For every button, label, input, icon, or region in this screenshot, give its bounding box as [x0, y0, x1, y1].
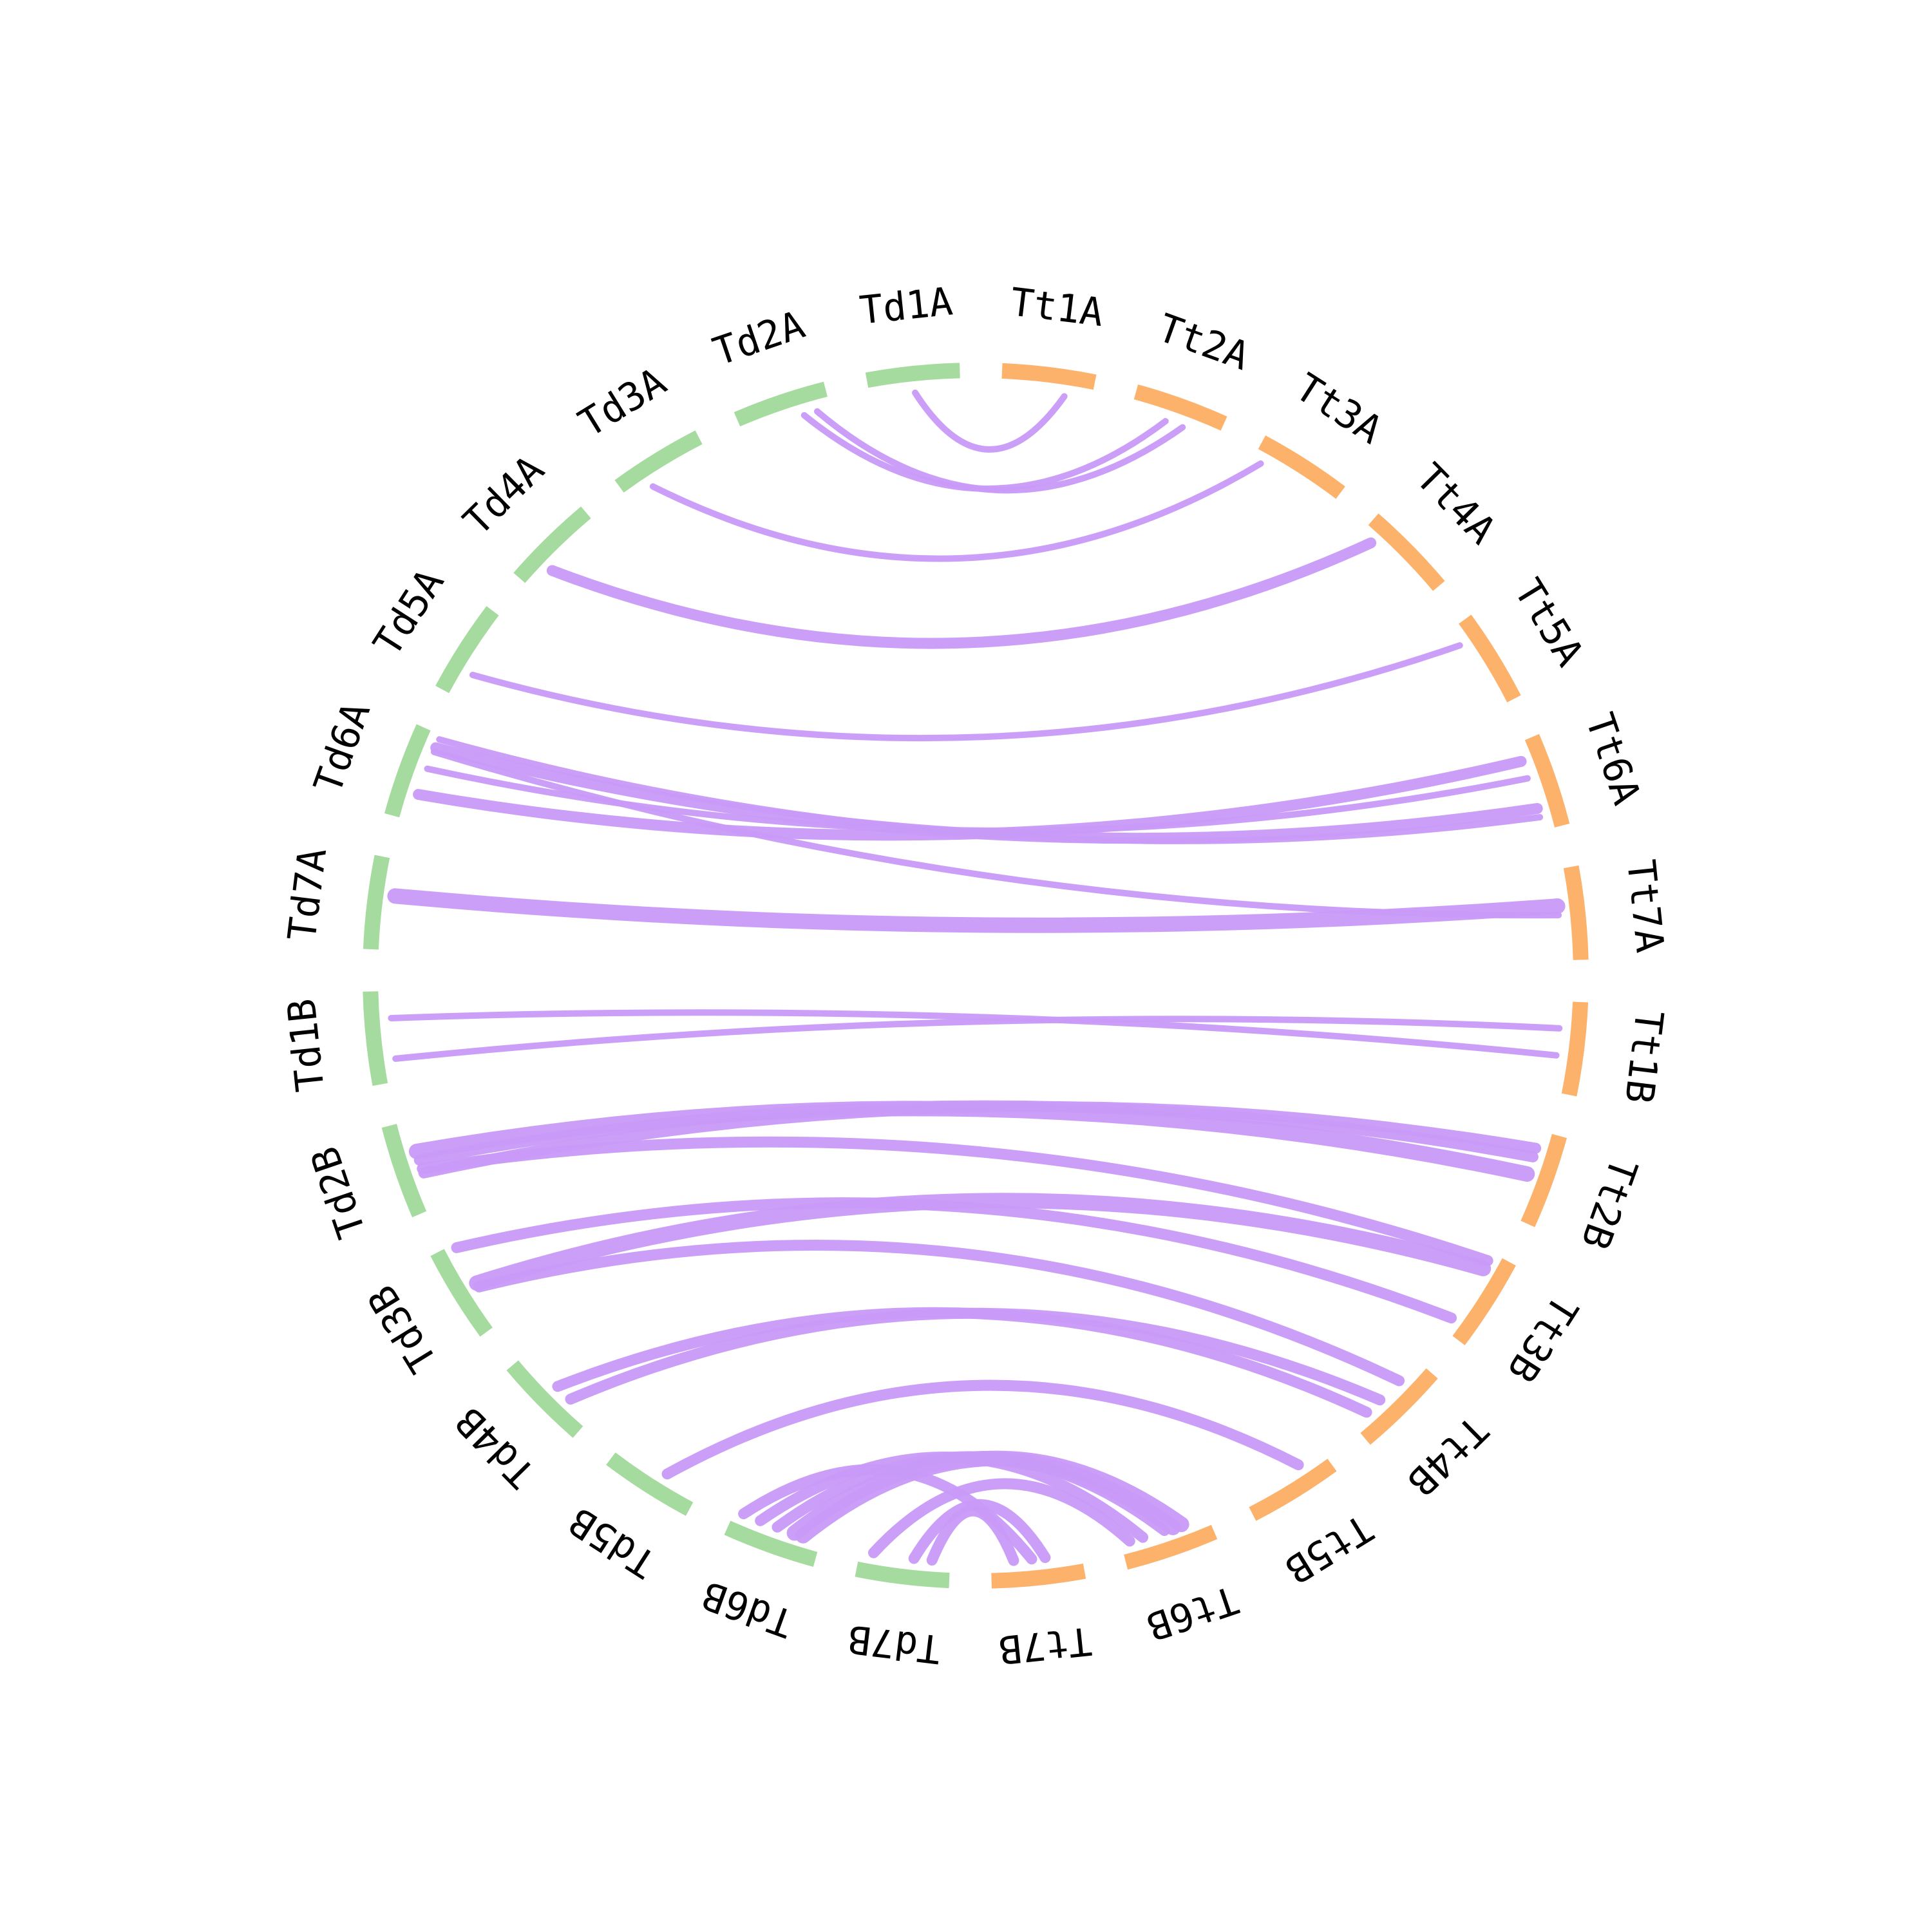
segment-tt4a — [1368, 513, 1445, 591]
link-td1a-tt1a — [912, 389, 1068, 453]
link-td2b-tt2b — [408, 1101, 1535, 1182]
segment-tt3b — [1452, 1258, 1516, 1345]
link-td7b-tt7b — [926, 1505, 1019, 1566]
segment-tt1a — [1001, 363, 1097, 390]
segment-tt6a — [1524, 734, 1570, 828]
label-td7a: Td7A — [279, 846, 336, 943]
segment-td5b — [606, 1452, 694, 1516]
link-td7b-tt6b — [868, 1478, 1135, 1558]
segment-tt7b — [991, 1563, 1086, 1589]
link-td3a-tt3a — [649, 460, 1264, 562]
label-td1b: Td1B — [279, 996, 334, 1094]
label-tt7b: Tt7B — [996, 1618, 1094, 1672]
link-td5a-tt5a — [469, 642, 1463, 742]
segment-td3a — [614, 430, 703, 493]
segment-td6b — [724, 1520, 818, 1567]
label-td6b: Td6B — [696, 1572, 799, 1646]
segment-td4a — [513, 506, 591, 583]
segment-td1b — [363, 991, 388, 1086]
links-layer — [387, 389, 1566, 1566]
label-tt5b: Tt5B — [1277, 1505, 1380, 1592]
link-td1b-tt1b — [392, 1016, 1563, 1062]
segment-tt5b — [1249, 1459, 1337, 1521]
link-td4a-tt4a — [546, 537, 1377, 649]
segment-td1a — [865, 363, 960, 388]
link-td5b-tt5b — [661, 1379, 1304, 1480]
segment-td2b — [381, 1124, 427, 1218]
segments-layer — [363, 363, 1589, 1589]
label-tt1b: Tt1B — [1616, 1008, 1672, 1106]
segment-tt5a — [1459, 614, 1521, 703]
segment-td2a — [734, 381, 828, 427]
segment-td4b — [506, 1360, 583, 1438]
segment-td7b — [855, 1561, 950, 1589]
label-td1a: Td1A — [858, 279, 955, 334]
label-td3b: Td3B — [359, 1277, 446, 1380]
segment-td7a — [363, 855, 390, 950]
link-td3b-tt3b — [469, 1193, 1492, 1291]
label-tt4b: Tt4B — [1398, 1407, 1496, 1504]
segment-td3b — [430, 1249, 493, 1337]
segment-tt7a — [1563, 865, 1589, 960]
label-tt3b: Tt3B — [1498, 1287, 1586, 1390]
segment-td5a — [435, 606, 499, 694]
link-td7a-tt7a — [387, 888, 1566, 933]
label-tt6b: Tt6B — [1141, 1577, 1244, 1649]
label-tt2b: Tt2B — [1572, 1152, 1646, 1255]
label-td4a: Td4A — [455, 447, 553, 544]
label-tt5a: Tt5A — [1505, 571, 1592, 674]
segment-tt3a — [1258, 435, 1345, 499]
link-td3b-tt4b — [473, 1240, 1405, 1387]
link-td1b-tt1b — [388, 1009, 1560, 1059]
segment-tt2b — [1520, 1133, 1567, 1227]
label-td3a: Td3A — [571, 359, 674, 446]
segment-td6a — [384, 724, 431, 818]
link-td2a-tt2a — [813, 408, 1186, 494]
label-td6a: Td6A — [305, 696, 379, 799]
label-tt1a: Tt1A — [1008, 279, 1106, 336]
segment-tt4b — [1360, 1368, 1438, 1445]
link-td2b-tt3b — [417, 1136, 1493, 1267]
label-tt2a: Tt2A — [1152, 305, 1255, 379]
label-td2b: Td2B — [302, 1141, 375, 1244]
link-td6b-tt7b — [738, 1464, 1037, 1565]
label-td5b: Td5B — [562, 1498, 664, 1586]
label-tt7a: Tt7A — [1618, 858, 1672, 955]
link-td4b-tt4b — [552, 1307, 1372, 1418]
label-tt4a: Tt4A — [1407, 455, 1504, 553]
label-td2a: Td2A — [708, 302, 810, 375]
label-tt3a: Tt3A — [1287, 365, 1390, 453]
segment-tt2a — [1133, 384, 1227, 431]
label-tt6a: Tt6A — [1577, 708, 1649, 810]
segment-tt6b — [1124, 1524, 1218, 1570]
label-td4b: Td4B — [447, 1398, 544, 1496]
segment-tt1b — [1561, 1001, 1589, 1097]
link-td3b-tt3b — [451, 1197, 1457, 1324]
label-td7b: Td7B — [846, 1616, 943, 1672]
link-td6b-tt6b — [755, 1452, 1149, 1543]
label-td5a: Td5A — [365, 562, 453, 664]
link-td6a-tt6a — [436, 736, 1544, 844]
